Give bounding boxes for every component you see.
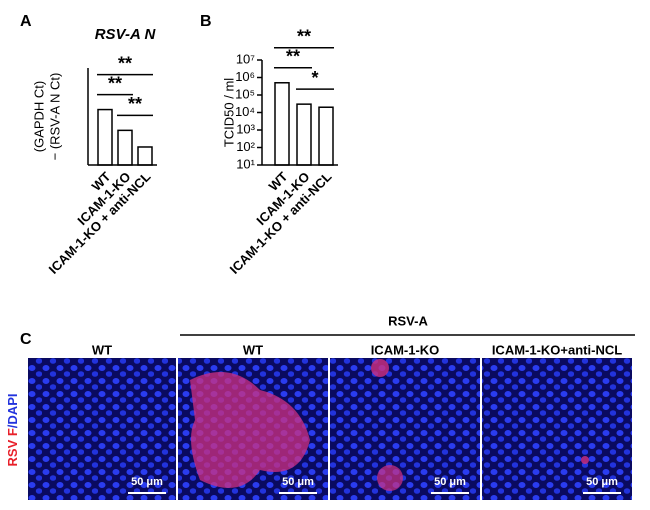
significance-label: ** xyxy=(286,47,300,67)
panel-letter: C xyxy=(20,331,32,348)
bar xyxy=(137,146,153,166)
chart-title: RSV-A N xyxy=(95,26,157,43)
scale-bar-label: 50 μm xyxy=(586,476,618,488)
bar xyxy=(318,106,334,166)
bar xyxy=(296,103,312,166)
y-tick-label: 10⁵ xyxy=(235,86,255,101)
column-label: ICAM-1-KO xyxy=(371,342,440,357)
significance-label: * xyxy=(311,68,318,88)
y-axis-label: TCID50 / ml xyxy=(221,78,236,147)
scale-bar-label: 50 μm xyxy=(434,476,466,488)
significance-label: ** xyxy=(128,94,142,114)
stain-label-part: /DAPI xyxy=(5,394,20,429)
bar xyxy=(274,82,290,166)
y-tick-label: 10³ xyxy=(236,121,255,136)
significance-label: ** xyxy=(108,73,122,93)
group-label: RSV-A xyxy=(388,313,428,328)
y-tick-label: 10⁷ xyxy=(236,51,255,66)
significance-label: ** xyxy=(297,27,311,47)
significance-label: ** xyxy=(118,53,132,73)
stain-label-part: RSV F xyxy=(5,428,20,466)
rsv-f-signal xyxy=(581,456,589,464)
panel-letter: B xyxy=(200,13,212,30)
image-mock xyxy=(28,358,176,500)
column-label: ICAM-1-KO+anti-NCL xyxy=(492,342,622,357)
y-tick-label: 10⁶ xyxy=(235,69,255,84)
bar xyxy=(117,129,133,166)
y-tick-label: 10² xyxy=(236,139,255,154)
y-axis-label: − (RSV-A N Ct) xyxy=(47,73,62,161)
bar xyxy=(97,108,113,166)
stain-label: RSV F/DAPI xyxy=(5,394,20,467)
column-label: WT xyxy=(243,342,263,357)
rsv-f-signal xyxy=(371,359,389,377)
panel-c-images xyxy=(28,334,635,500)
image-icam-ko xyxy=(330,358,480,500)
scale-bar-label: 50 μm xyxy=(131,476,163,488)
panel-letter: A xyxy=(20,13,32,30)
rsv-f-signal xyxy=(377,465,403,491)
column-label: WT xyxy=(92,342,112,357)
scale-bar-label: 50 μm xyxy=(282,476,314,488)
rsv-f-signal xyxy=(190,372,310,488)
y-tick-label: 10¹ xyxy=(236,156,255,171)
y-axis-label: (GAPDH Ct) xyxy=(31,81,46,153)
y-tick-label: 10⁴ xyxy=(235,104,255,119)
image-icam-ko-ncl xyxy=(482,358,632,500)
